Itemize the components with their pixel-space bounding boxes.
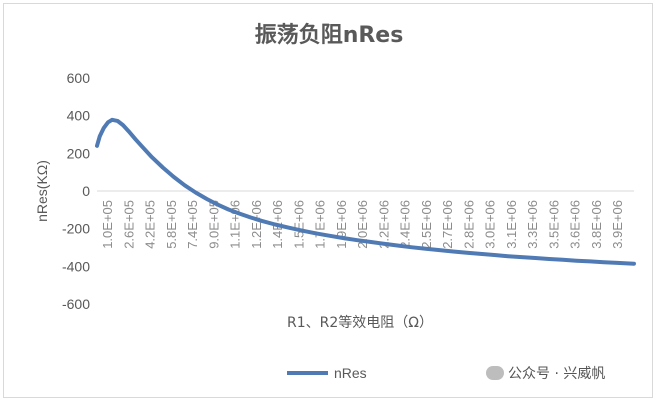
y-axis-label: nRes(KΩ) — [34, 160, 50, 222]
x-tick-label: 3.5E+06 — [546, 200, 561, 249]
x-tick-label: 2.2E+06 — [376, 200, 391, 249]
x-tick-label: 7.4E+05 — [185, 200, 200, 249]
x-tick-label: 3.1E+06 — [504, 200, 519, 249]
y-tick-label: -600 — [62, 296, 90, 312]
x-tick-label: 3.0E+06 — [483, 200, 498, 249]
legend: nRes — [287, 365, 367, 381]
chart-frame — [3, 3, 653, 398]
x-tick-label: 1.5E+06 — [291, 200, 306, 249]
series-line-nRes — [95, 117, 636, 266]
wechat-icon — [486, 366, 504, 380]
x-axis-label: R1、R2等效电阻（Ω） — [287, 314, 433, 331]
y-tick-label: 0 — [82, 183, 90, 199]
y-tick-label: -200 — [62, 221, 90, 237]
x-tick-label: 2.5E+06 — [419, 200, 434, 249]
legend-label: nRes — [334, 365, 367, 381]
x-tick-label: 2.8E+06 — [461, 200, 476, 249]
x-tick-label: 1.7E+06 — [313, 200, 328, 249]
x-tick-label: 1.0E+05 — [100, 200, 115, 249]
x-tick-label: 5.8E+05 — [164, 200, 179, 249]
x-tick-label: 1.1E+06 — [228, 200, 243, 249]
x-tick-label: 3.8E+06 — [589, 200, 604, 249]
y-tick-label: 200 — [67, 145, 91, 161]
watermark-text: 公众号 · 兴威帆 — [508, 366, 606, 382]
x-tick-label: 3.6E+06 — [568, 200, 583, 249]
x-tick-label: 1.2E+06 — [249, 200, 264, 249]
y-tick-label: -400 — [62, 258, 90, 274]
x-tick-label: 3.9E+06 — [610, 200, 625, 249]
x-tick-label: 9.0E+05 — [206, 200, 221, 249]
x-tick-label: 2.6E+05 — [121, 200, 136, 249]
x-tick-label: 2.0E+06 — [355, 200, 370, 249]
chart-title: 振荡负阻nRes — [255, 22, 404, 48]
x-tick-label: 1.9E+06 — [334, 200, 349, 249]
x-tick-label: 2.4E+06 — [398, 200, 413, 249]
watermark: 公众号 · 兴威帆 — [486, 363, 605, 383]
x-tick-label: 4.2E+05 — [143, 200, 158, 249]
x-tick-label: 2.7E+06 — [440, 200, 455, 249]
y-tick-label: 600 — [67, 70, 91, 86]
y-tick-label: 400 — [67, 108, 91, 124]
x-tick-label: 3.3E+06 — [525, 200, 540, 249]
